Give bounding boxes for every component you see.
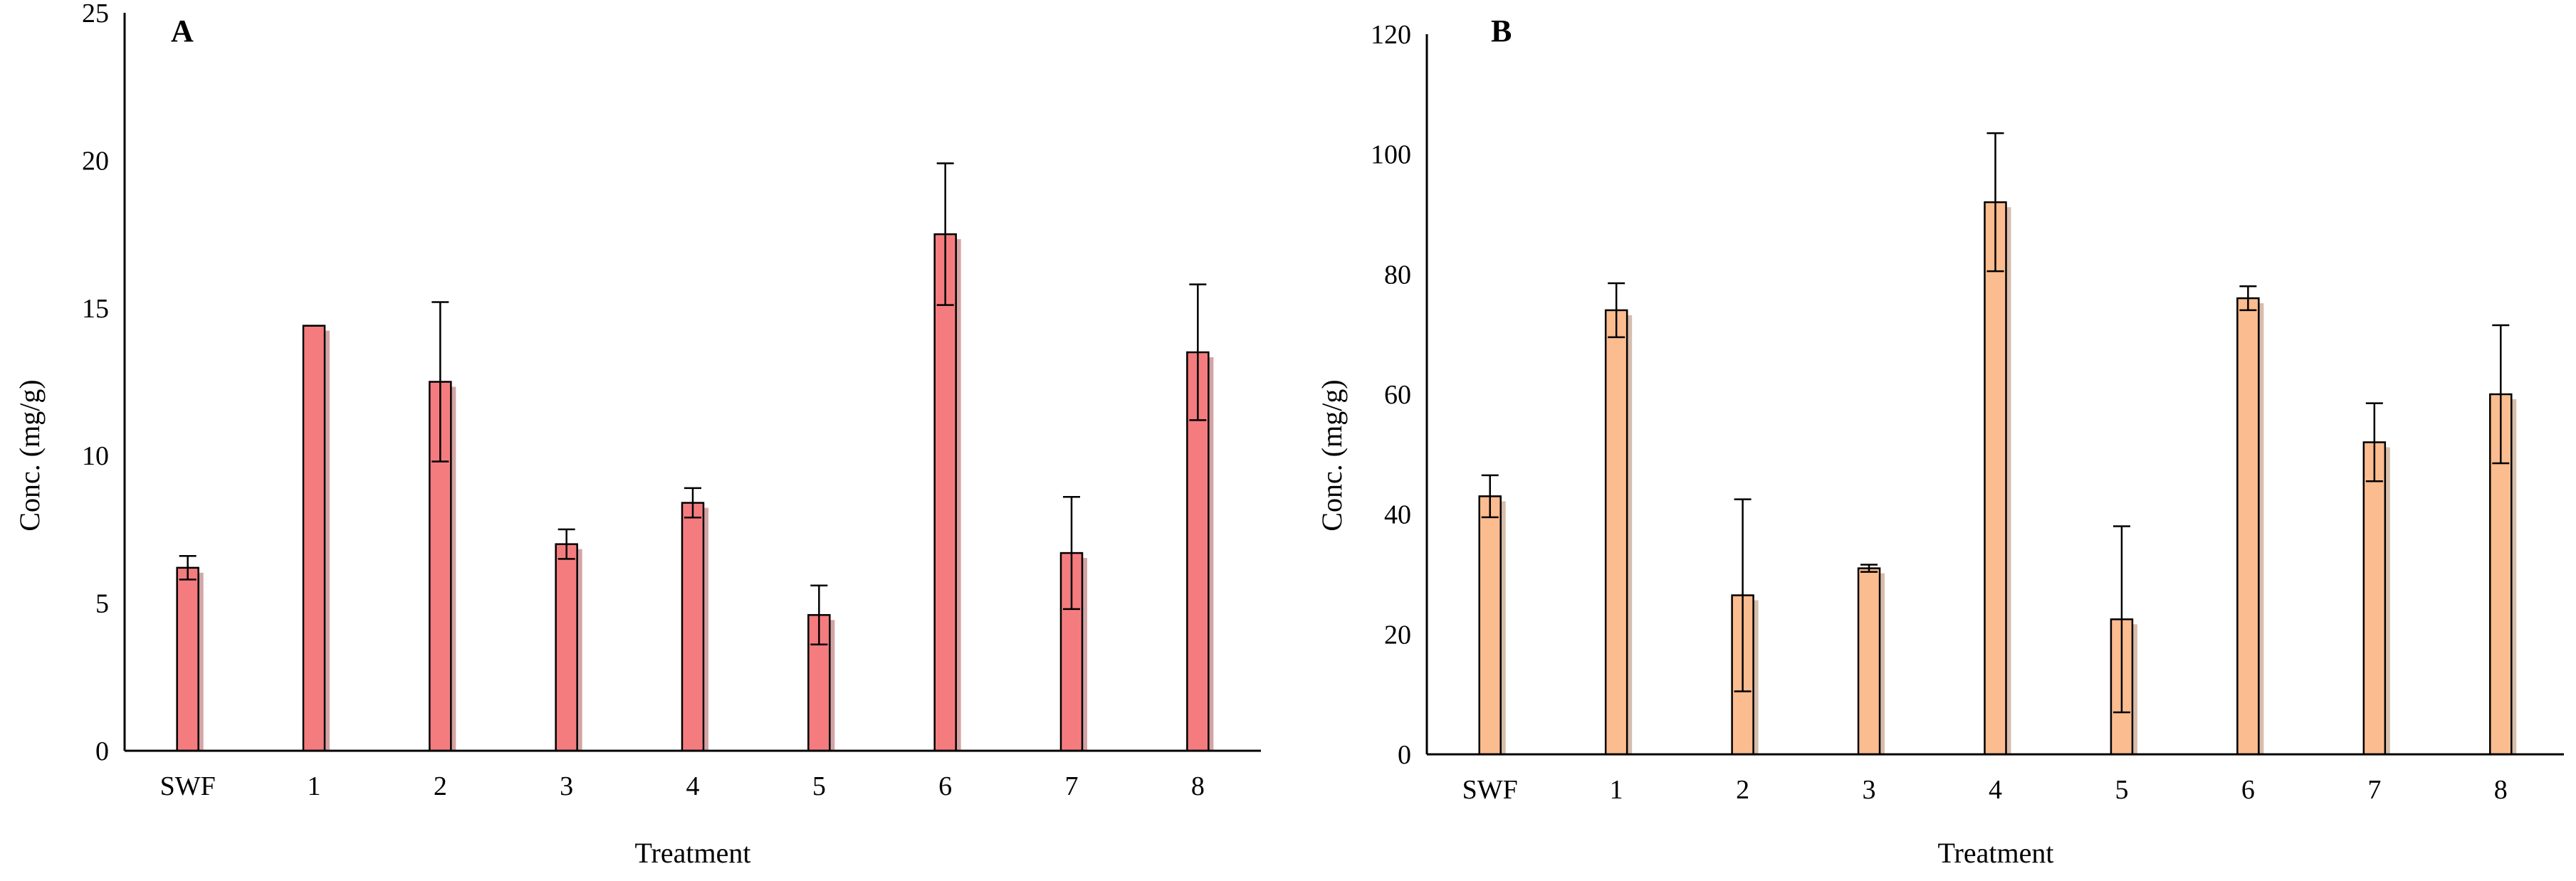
chart-b-category-label: 3 [1863,775,1876,805]
chart-a-panel-letter: A [171,14,194,48]
chart-b-bar-1 [1604,309,1628,756]
chart-b-bar-swf [1478,495,1502,756]
chart-a-category-label: 8 [1191,771,1205,801]
chart-b-ytick-label: 80 [1384,260,1411,290]
chart-b-ylabel: Conc. (mg/g) [1316,379,1348,531]
chart-a-ytick-label: 15 [82,294,109,324]
chart-b-ytick-label: 40 [1384,500,1411,530]
chart-a-bar-3 [555,543,578,752]
chart-a-ytick-label: 10 [82,441,109,471]
chart-a-category-label: 1 [308,771,321,801]
chart-a-bar-swf [176,566,199,752]
chart-b-ytick-label: 100 [1371,140,1411,170]
chart-a-bar-1 [302,325,326,752]
chart-a-ytick-label: 5 [95,589,109,619]
chart-a-xlabel: Treatment [635,837,751,869]
chart-b-ytick-label: 20 [1384,620,1411,650]
chart-a-category-label: 6 [938,771,952,801]
chart-b-svg: B Conc. (mg/g) Treatment 0 20 40 60 80 100 120… [1316,14,2564,869]
chart-b-panel-letter: B [1491,14,1512,48]
chart-a-ytick-label: 20 [82,146,109,176]
chart-b-xlabel: Treatment [1938,837,2054,869]
chart-a-ytick-label: 25 [82,0,109,28]
chart-b-category-label: 1 [1610,775,1623,805]
chart-a-bar-4 [681,502,705,752]
chart-a-category-label: 3 [560,771,573,801]
chart-b-bar-4 [1984,201,2007,756]
chart-a-category-label: 5 [812,771,826,801]
chart-a-ytick-label: 0 [95,737,109,766]
chart-b-category-label: 4 [1989,775,2002,805]
chart-b-category-label: 8 [2494,775,2508,805]
chart-b-ytick-label: 0 [1398,740,1411,770]
chart-a-bar-2 [429,381,452,752]
chart-b-category-label: 5 [2115,775,2128,805]
chart-b-bar-6 [2236,297,2260,756]
chart-b-ytick-label: 120 [1371,20,1411,50]
chart-a-ylabel: Conc. (mg/g) [14,379,46,531]
chart-a-bar-6 [933,233,957,752]
chart-panel-a: A Conc. (mg/g) Treatment 0 5 10 15 20 25 SWF 1… [14,0,1261,869]
chart-panel-b: B Conc. (mg/g) Treatment 0 20 40 60 80 100 120… [1288,0,2576,881]
chart-b-category-label: 7 [2367,775,2381,805]
chart-b-category-label: SWF [1462,775,1518,805]
chart-a-category-label: 2 [434,771,447,801]
chart-a-category-label: SWF [160,771,216,801]
chart-a-category-label: 7 [1065,771,1079,801]
chart-b-bar-7 [2362,441,2387,756]
chart-b-ytick-label: 60 [1384,380,1411,410]
chart-b-bar-3 [1857,567,1881,756]
chart-b-category-label: 6 [2241,775,2255,805]
chart-a-category-label: 4 [686,771,700,801]
chart-b-category-label: 2 [1736,775,1749,805]
